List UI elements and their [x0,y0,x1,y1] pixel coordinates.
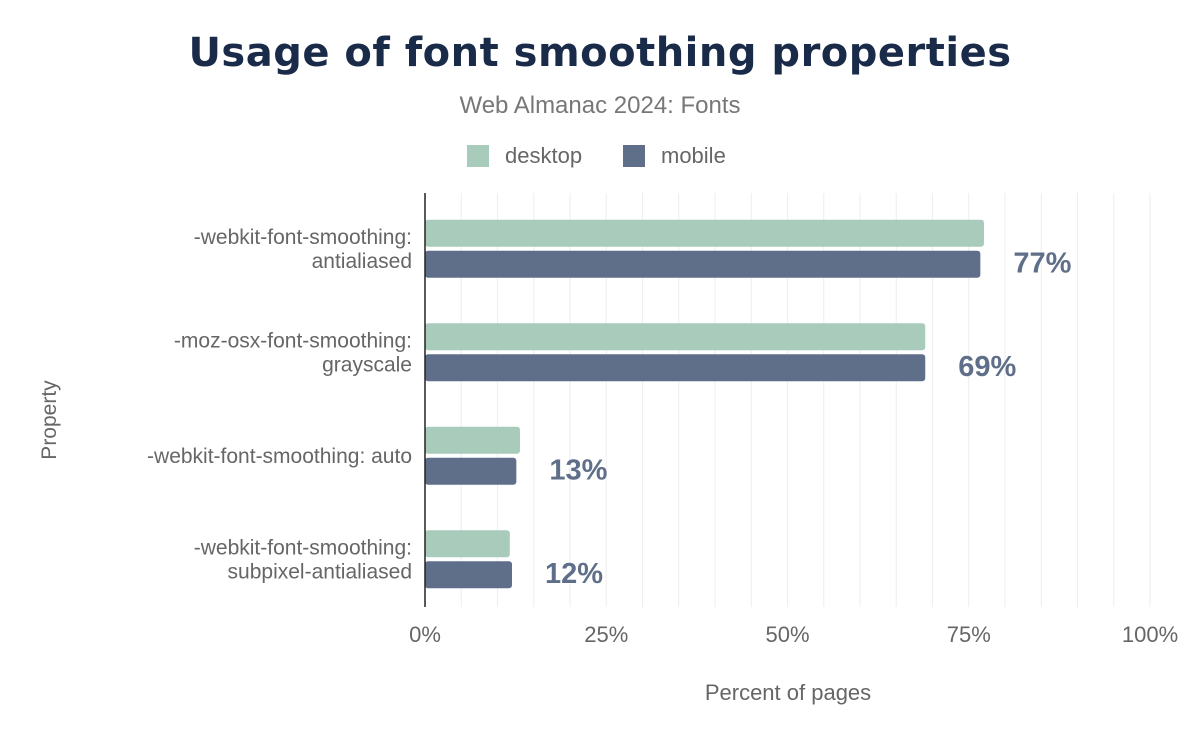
x-tick-label: 25% [584,622,628,647]
bar-mobile-1 [425,354,926,382]
x-tick-label: 0% [409,622,441,647]
category-label: -webkit-font-smoothing: [194,536,412,559]
data-label: 13% [549,454,607,486]
category-label: antialiased [312,250,412,273]
x-axis-title: Percent of pages [705,680,871,705]
bar-desktop-0 [425,219,984,247]
legend-swatch-mobile [623,145,645,167]
y-axis-title: Property [38,380,61,460]
bar-desktop-1 [425,323,926,351]
bar-desktop-3 [425,530,510,558]
category-label: subpixel-antialiased [228,560,412,583]
category-label: -webkit-font-smoothing: auto [147,445,412,468]
x-tick-label: 100% [1122,622,1178,647]
legend-label-desktop: desktop [505,143,582,168]
x-tick-label: 75% [947,622,991,647]
data-label: 12% [545,558,603,590]
category-label: -moz-osx-font-smoothing: [174,329,412,352]
data-label: 77% [1013,247,1071,279]
legend-swatch-desktop [467,145,489,167]
data-label: 69% [958,351,1016,383]
x-tick-label: 50% [765,622,809,647]
bar-mobile-3 [425,561,512,589]
chart-subtitle: Web Almanac 2024: Fonts [459,92,741,119]
category-label: grayscale [322,353,412,376]
bar-mobile-2 [425,457,517,485]
bar-mobile-0 [425,250,981,278]
legend-label-mobile: mobile [661,143,726,168]
chart-title: Usage of font smoothing properties [188,30,1012,76]
bar-desktop-2 [425,426,520,454]
category-label: -webkit-font-smoothing: [194,226,412,249]
